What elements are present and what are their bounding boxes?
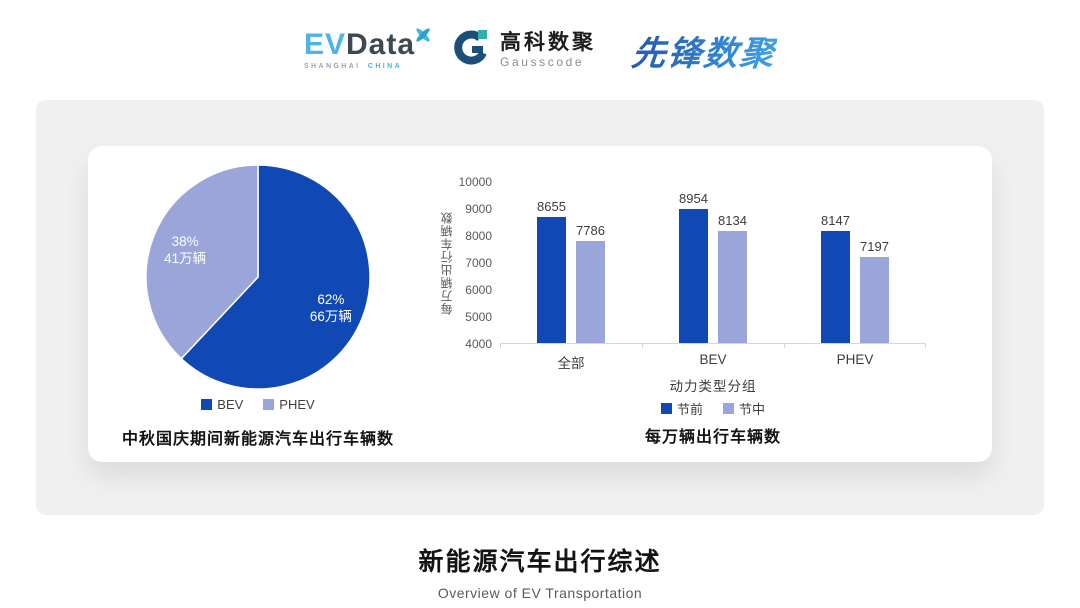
bar-category-全部: 全部 bbox=[557, 356, 585, 371]
bar-value-label-节中-PHEV: 7197 bbox=[860, 238, 889, 254]
bar-PHEV-节中 bbox=[860, 256, 889, 343]
bar-全部-节中 bbox=[576, 240, 605, 343]
evdata-ev-text: EV bbox=[303, 28, 346, 61]
bar-x-axis-label: 动力类型分组 bbox=[669, 379, 757, 394]
bar-value-label-节前-PHEV: 8147 bbox=[821, 213, 850, 229]
logo-bar: EVData SHANGHAI CHINA bbox=[0, 0, 1080, 78]
gausscode-g-icon bbox=[451, 28, 491, 73]
gausscode-cn-text: 高科数聚 bbox=[500, 31, 597, 54]
pie-legend-item: BEV bbox=[201, 397, 243, 412]
pie-chart: 62% 66万辆 38% 41万辆 bbox=[145, 164, 371, 390]
footer: 新能源汽车出行综述 Overview of EV Transportation bbox=[0, 542, 1080, 601]
xianfeng-logo: 先锋数聚 bbox=[629, 26, 778, 75]
gausscode-wordmark: 高科数聚 Gausscode bbox=[500, 31, 596, 69]
bar-axis-tick bbox=[642, 343, 643, 348]
bar-PHEV-节前 bbox=[821, 231, 850, 343]
pie-slice-BEV bbox=[180, 164, 371, 390]
evdata-data-text: Data bbox=[346, 28, 416, 61]
pie-legend-label: PHEV bbox=[279, 397, 315, 412]
bar-BEV-节中 bbox=[718, 231, 747, 343]
bar-legend-item: 节中 bbox=[723, 399, 765, 418]
bar-legend: 节前 节中 bbox=[500, 399, 926, 418]
page-subtitle: Overview of EV Transportation bbox=[437, 585, 643, 601]
charts-card: 62% 66万辆 38% 41万辆 BEV PHEV 中秋国庆期间新能源汽车出行车辆数 … bbox=[88, 146, 992, 462]
pie-legend-swatch bbox=[201, 399, 213, 410]
bar-plot-area: 8655 8954 8147 7786 8134 7197 bbox=[500, 182, 926, 348]
evdata-sub-china: CHINA bbox=[367, 63, 403, 70]
evdata-wordmark: EVData bbox=[303, 28, 430, 61]
bar-y-tick-4000: 4000 bbox=[465, 337, 492, 351]
bar-value-label-节中-全部: 7786 bbox=[576, 222, 605, 238]
pie-slice-PHEV bbox=[145, 164, 259, 360]
bar-y-tick-5000: 5000 bbox=[465, 310, 492, 324]
pie-slice-label-BEV: 62% 66万辆 bbox=[310, 292, 352, 324]
gausscode-en-text: Gausscode bbox=[500, 55, 585, 69]
bar-legend-item: 节前 bbox=[660, 399, 703, 418]
bar-chart-section: 每万辆出行车辆数 4000 5000 6000 7000 8000 9000 10000 8… bbox=[428, 146, 992, 462]
bar-legend-swatch bbox=[723, 403, 734, 414]
bar-axis-tick bbox=[500, 343, 501, 348]
pie-chart-section: 62% 66万辆 38% 41万辆 BEV PHEV 中秋国庆期间新能源汽车出行车辆数 bbox=[88, 146, 428, 462]
pie-legend-swatch bbox=[263, 399, 275, 410]
bar-category-BEV: BEV bbox=[699, 352, 727, 367]
bar-全部-节前 bbox=[537, 217, 566, 343]
bar-axis-tick bbox=[784, 343, 785, 348]
bar-legend-label: 节前 bbox=[676, 402, 703, 417]
pie-chart-title: 中秋国庆期间新能源汽车出行车辆数 bbox=[121, 431, 394, 448]
bar-x-categories: 全部 BEV PHEV bbox=[500, 352, 926, 372]
evdata-subcaption: SHANGHAI CHINA bbox=[304, 63, 415, 70]
bar-value-label-节中-BEV: 8134 bbox=[718, 213, 747, 229]
bar-axis-tick bbox=[925, 343, 926, 348]
bar-legend-label: 节中 bbox=[739, 402, 766, 417]
pie-legend-item: PHEV bbox=[263, 397, 315, 412]
pie-slice-label-PHEV: 38% 41万辆 bbox=[164, 234, 206, 266]
bar-y-tick-10000: 10000 bbox=[458, 175, 492, 189]
bar-y-tick-7000: 7000 bbox=[465, 256, 492, 270]
pie-legend-label: BEV bbox=[217, 397, 244, 412]
bar-category-PHEV: PHEV bbox=[836, 352, 874, 367]
evdata-sub-shanghai: SHANGHAI bbox=[303, 63, 361, 70]
gausscode-logo: 高科数聚 Gausscode bbox=[451, 28, 596, 73]
bar-y-tick-9000: 9000 bbox=[465, 202, 492, 216]
bar-y-ticks: 4000 5000 6000 7000 8000 9000 10000 bbox=[428, 175, 492, 351]
bar-y-tick-8000: 8000 bbox=[465, 229, 492, 243]
bar-value-label-节前-全部: 8655 bbox=[537, 199, 566, 215]
bar-legend-swatch bbox=[660, 403, 672, 414]
bar-value-label-节前-BEV: 8954 bbox=[679, 191, 708, 207]
pie-legend: BEV PHEV bbox=[201, 397, 315, 412]
bar-y-tick-6000: 6000 bbox=[465, 283, 492, 297]
evdata-logo: EVData SHANGHAI CHINA bbox=[303, 28, 430, 70]
xianfeng-wordmark: 先锋数聚 bbox=[629, 26, 778, 75]
bar-chart-title: 每万辆出行车辆数 bbox=[644, 429, 781, 446]
page-title: 新能源汽车出行综述 bbox=[418, 548, 662, 576]
charts-panel: 62% 66万辆 38% 41万辆 BEV PHEV 中秋国庆期间新能源汽车出行车辆数 … bbox=[36, 100, 1044, 515]
evdata-x-spark-icon bbox=[413, 21, 433, 51]
bar-BEV-节前 bbox=[679, 209, 708, 343]
